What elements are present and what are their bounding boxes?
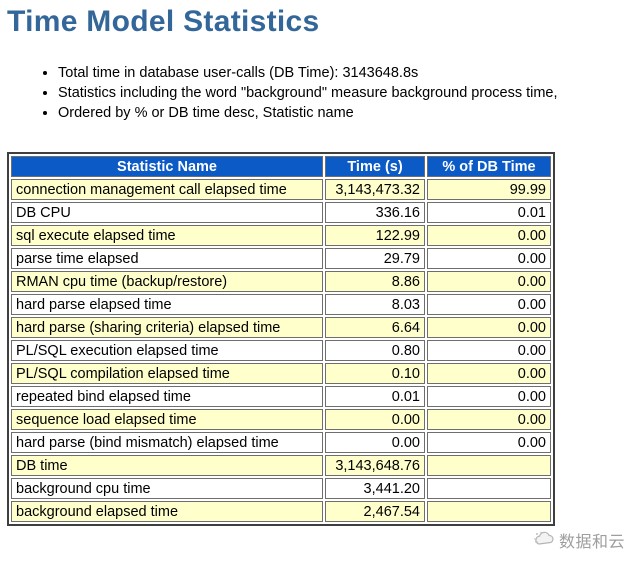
note-db-time: Total time in database user-calls (DB Ti…: [58, 64, 640, 83]
table-row: hard parse (sharing criteria) elapsed ti…: [11, 317, 551, 339]
pct-cell: 99.99: [427, 179, 551, 201]
table-row: connection management call elapsed time …: [11, 179, 551, 201]
time-cell: 0.10: [325, 363, 425, 385]
pct-cell: [427, 478, 551, 500]
page-title: Time Model Statistics: [7, 5, 320, 38]
table-row: hard parse elapsed time 8.03 0.00: [11, 294, 551, 316]
statistic-name-cell: parse time elapsed: [11, 248, 323, 270]
table-row: PL/SQL execution elapsed time 0.80 0.00: [11, 340, 551, 362]
statistic-name-cell: RMAN cpu time (backup/restore): [11, 271, 323, 293]
table-row: sequence load elapsed time 0.00 0.00: [11, 409, 551, 431]
statistic-name-cell: connection management call elapsed time: [11, 179, 323, 201]
statistic-name-cell: sql execute elapsed time: [11, 225, 323, 247]
pct-cell: 0.00: [427, 340, 551, 362]
report-page: Time Model Statistics Total time in data…: [0, 5, 640, 567]
pct-cell: 0.00: [427, 225, 551, 247]
report-notes-list: Total time in database user-calls (DB Ti…: [42, 64, 640, 123]
statistic-name-cell: sequence load elapsed time: [11, 409, 323, 431]
note-ordering: Ordered by % or DB time desc, Statistic …: [58, 104, 640, 123]
watermark-text: 数据和云: [559, 532, 626, 551]
table-row: PL/SQL compilation elapsed time 0.10 0.0…: [11, 363, 551, 385]
cloud-logo-icon: [533, 530, 557, 550]
time-cell: 0.01: [325, 386, 425, 408]
statistic-name-cell: PL/SQL execution elapsed time: [11, 340, 323, 362]
pct-cell: [427, 455, 551, 477]
statistic-name-cell: hard parse elapsed time: [11, 294, 323, 316]
table-row: background elapsed time 2,467.54: [11, 501, 551, 523]
statistic-name-cell: DB time: [11, 455, 323, 477]
time-cell: 0.80: [325, 340, 425, 362]
pct-cell: 0.00: [427, 271, 551, 293]
table-row: background cpu time 3,441.20: [11, 478, 551, 500]
statistic-name-cell: hard parse (bind mismatch) elapsed time: [11, 432, 323, 454]
statistic-name-cell: hard parse (sharing criteria) elapsed ti…: [11, 317, 323, 339]
time-cell: 2,467.54: [325, 501, 425, 523]
pct-cell: 0.00: [427, 294, 551, 316]
time-cell: 3,143,648.76: [325, 455, 425, 477]
statistic-name-cell: DB CPU: [11, 202, 323, 224]
table-row: DB CPU 336.16 0.01: [11, 202, 551, 224]
column-header-statistic-name: Statistic Name: [11, 156, 323, 178]
table-row: parse time elapsed 29.79 0.00: [11, 248, 551, 270]
column-header-time: Time (s): [325, 156, 425, 178]
time-cell: 336.16: [325, 202, 425, 224]
pct-cell: [427, 501, 551, 523]
time-cell: 8.86: [325, 271, 425, 293]
time-model-statistics-table: Statistic Name Time (s) % of DB Time con…: [7, 152, 555, 527]
statistic-name-cell: background elapsed time: [11, 501, 323, 523]
time-cell: 3,441.20: [325, 478, 425, 500]
time-cell: 122.99: [325, 225, 425, 247]
time-cell: 3,143,473.32: [325, 179, 425, 201]
time-cell: 6.64: [325, 317, 425, 339]
table-row: DB time 3,143,648.76: [11, 455, 551, 477]
table-row: RMAN cpu time (backup/restore) 8.86 0.00: [11, 271, 551, 293]
pct-cell: 0.01: [427, 202, 551, 224]
time-cell: 8.03: [325, 294, 425, 316]
pct-cell: 0.00: [427, 386, 551, 408]
note-background: Statistics including the word "backgroun…: [58, 84, 640, 103]
pct-cell: 0.00: [427, 317, 551, 339]
time-cell: 0.00: [325, 409, 425, 431]
column-header-pct-db-time: % of DB Time: [427, 156, 551, 178]
statistic-name-cell: PL/SQL compilation elapsed time: [11, 363, 323, 385]
watermark: 数据和云: [533, 528, 625, 552]
table-row: sql execute elapsed time 122.99 0.00: [11, 225, 551, 247]
time-cell: 0.00: [325, 432, 425, 454]
pct-cell: 0.00: [427, 432, 551, 454]
pct-cell: 0.00: [427, 363, 551, 385]
table-row: hard parse (bind mismatch) elapsed time …: [11, 432, 551, 454]
table-header-row: Statistic Name Time (s) % of DB Time: [11, 156, 551, 178]
table-row: repeated bind elapsed time 0.01 0.00: [11, 386, 551, 408]
time-cell: 29.79: [325, 248, 425, 270]
pct-cell: 0.00: [427, 248, 551, 270]
statistic-name-cell: background cpu time: [11, 478, 323, 500]
pct-cell: 0.00: [427, 409, 551, 431]
statistic-name-cell: repeated bind elapsed time: [11, 386, 323, 408]
